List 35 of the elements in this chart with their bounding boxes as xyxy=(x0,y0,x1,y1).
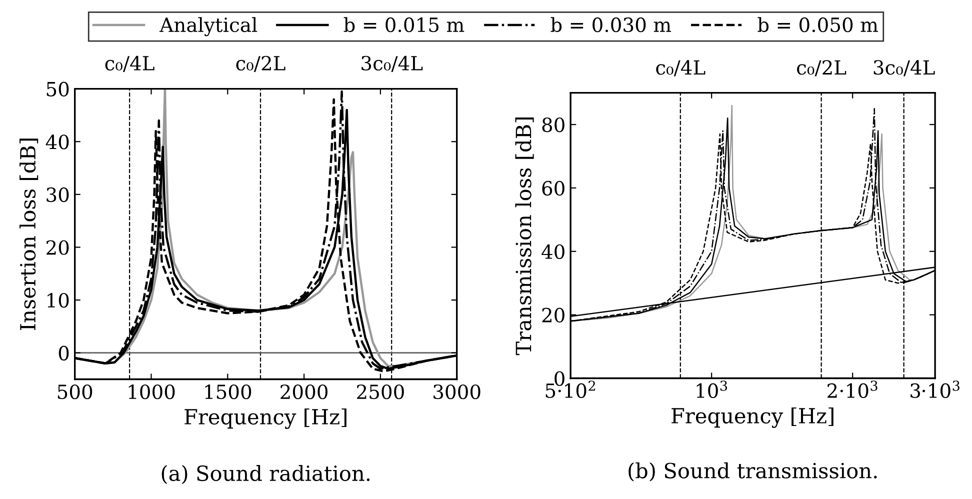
x-axis-title: Frequency [Hz] xyxy=(672,407,834,428)
x-tick-label: 2000 xyxy=(280,384,328,400)
ref-line-label: c₀/2L xyxy=(236,56,286,72)
y-tick-label: 80 xyxy=(542,117,564,132)
x-tick-label: 10$^{3}$ xyxy=(696,380,728,398)
x-axis-title: Frequency [Hz] xyxy=(184,408,346,429)
y-tick-label: 40 xyxy=(542,244,564,260)
text: (b) Sound transmission. xyxy=(628,462,877,482)
x-tick-label: 2500 xyxy=(357,384,404,400)
x-tick-label: 1000 xyxy=(128,384,175,400)
y-tick-label: 40 xyxy=(46,134,69,150)
x-tick-label: 3·10$^{3}$ xyxy=(910,380,960,398)
y-tick-label: 30 xyxy=(46,187,69,202)
y-tick-label: 50 xyxy=(46,82,69,96)
y-tick-label: 10 xyxy=(48,292,69,308)
x-tick-label: 3000 xyxy=(434,384,480,400)
ref-line-label: 3c₀/4L xyxy=(874,60,935,76)
legend-label: Analytical xyxy=(159,17,258,36)
y-tick-label: 0 xyxy=(58,346,69,360)
text: (a) Sound radiation. xyxy=(162,464,370,484)
x-tick-label: 1500 xyxy=(205,384,252,400)
y-axis-title: Insertion loss [dB] xyxy=(20,138,38,330)
ref-line-label: 3c₀/4L xyxy=(362,56,423,72)
x-tick-label: 500 xyxy=(58,384,92,400)
legend-label: b = 0.030 m xyxy=(550,17,672,32)
legend-label: b = 0.015 m xyxy=(344,17,464,32)
y-tick-label: 60 xyxy=(542,180,564,196)
y-axis-title: Transmission loss [dB] xyxy=(515,118,534,356)
ref-line-label: c₀/2L xyxy=(797,60,846,76)
ref-line-label: c₀/4L xyxy=(105,56,154,72)
y-tick-label: 20 xyxy=(542,308,564,322)
y-tick-label: 20 xyxy=(46,240,69,255)
ref-line-label: c₀/4L xyxy=(656,60,706,76)
legend-label: b = 0.050 m xyxy=(758,17,878,32)
x-tick-label: 2·10$^{3}$ xyxy=(828,380,878,398)
